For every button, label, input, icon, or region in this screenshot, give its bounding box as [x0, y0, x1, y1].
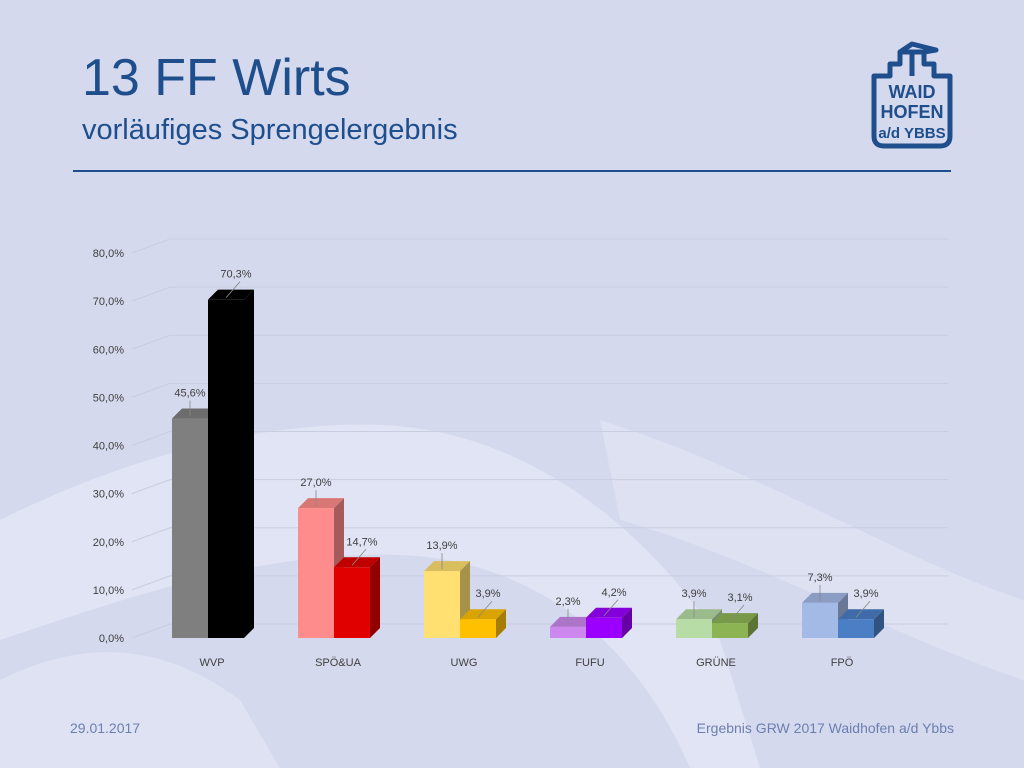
y-tick-label: 10,0% [93, 585, 124, 597]
gridline-depth [131, 575, 171, 591]
bar-top [172, 408, 218, 419]
data-label: 3,9% [475, 588, 500, 600]
gridline-depth [131, 382, 171, 398]
bar-top [676, 609, 722, 620]
gridline-depth [131, 286, 171, 302]
x-tick-label: FPÖ [831, 657, 854, 669]
data-label: 27,0% [300, 477, 331, 489]
bar [334, 567, 370, 638]
label-leader [351, 548, 367, 566]
data-label: 3,9% [853, 588, 878, 600]
y-tick-label: 60,0% [93, 344, 124, 356]
logo-line-2: HOFEN [881, 102, 944, 122]
y-tick-label: 0,0% [99, 633, 124, 645]
label-leader [477, 600, 493, 618]
bar-top [712, 613, 758, 624]
gridline-depth [131, 238, 171, 254]
gridline-depth [131, 527, 171, 543]
data-label: 45,6% [174, 388, 205, 400]
y-tick-label: 80,0% [93, 248, 124, 260]
bar [460, 619, 496, 638]
x-tick-label: UWG [451, 657, 478, 669]
data-label: 14,7% [346, 536, 377, 548]
gridline-depth [131, 623, 171, 639]
x-tick-label: GRÜNE [696, 657, 736, 669]
bar-top [424, 561, 470, 572]
bar [172, 418, 208, 638]
bar [712, 623, 748, 638]
x-tick-label: SPÖ&UA [315, 657, 362, 669]
bar-top [334, 557, 380, 568]
bar [208, 299, 244, 638]
bar-top [298, 498, 344, 509]
logo-line-3: a/d YBBS [878, 125, 945, 142]
bar [550, 626, 586, 638]
bar [586, 617, 622, 638]
data-label: 4,2% [601, 587, 626, 599]
bar [802, 602, 838, 638]
y-tick-label: 50,0% [93, 392, 124, 404]
footer-source: Ergebnis GRW 2017 Waidhofen a/d Ybbs [696, 720, 954, 736]
waidhofen-logo: WAID HOFEN a/d YBBS [871, 41, 953, 149]
label-leader [729, 604, 745, 622]
bar-top [586, 607, 632, 618]
gridline-depth [131, 334, 171, 350]
bar-side [874, 609, 884, 638]
gridline-depth [131, 479, 171, 495]
bar-top [208, 289, 254, 300]
bar-top [838, 609, 884, 620]
bar-top [550, 616, 596, 627]
label-leader [225, 281, 241, 298]
bar-side [370, 557, 380, 638]
bar-top [802, 592, 848, 603]
data-label: 7,3% [807, 572, 832, 584]
data-label: 70,3% [220, 269, 251, 281]
page-title: 13 FF Wirts [82, 49, 351, 107]
bar-top [460, 609, 506, 620]
bar [676, 619, 712, 638]
x-tick-label: WVP [199, 657, 224, 669]
data-label: 13,9% [426, 540, 457, 552]
bar-side [622, 607, 632, 638]
bar-side [244, 289, 254, 638]
footer-date: 29.01.2017 [70, 720, 141, 736]
label-leader [855, 600, 871, 618]
data-label: 3,9% [681, 588, 706, 600]
title-divider [73, 170, 951, 172]
y-tick-label: 30,0% [93, 489, 124, 501]
y-tick-label: 70,0% [93, 296, 124, 308]
bar-side [496, 609, 506, 638]
gridline-depth [131, 431, 171, 446]
y-tick-label: 20,0% [93, 537, 124, 549]
bar [424, 571, 460, 638]
bar [298, 508, 334, 638]
bar [838, 619, 874, 638]
logo-line-1: WAID [889, 82, 936, 102]
y-tick-label: 40,0% [93, 441, 124, 453]
data-label: 2,3% [555, 596, 580, 608]
data-label: 3,1% [727, 592, 752, 604]
bar-side [748, 613, 758, 638]
label-leader [603, 599, 619, 617]
x-tick-label: FUFU [575, 657, 604, 669]
page-subtitle: vorläufiges Sprengelergebnis [82, 114, 458, 146]
